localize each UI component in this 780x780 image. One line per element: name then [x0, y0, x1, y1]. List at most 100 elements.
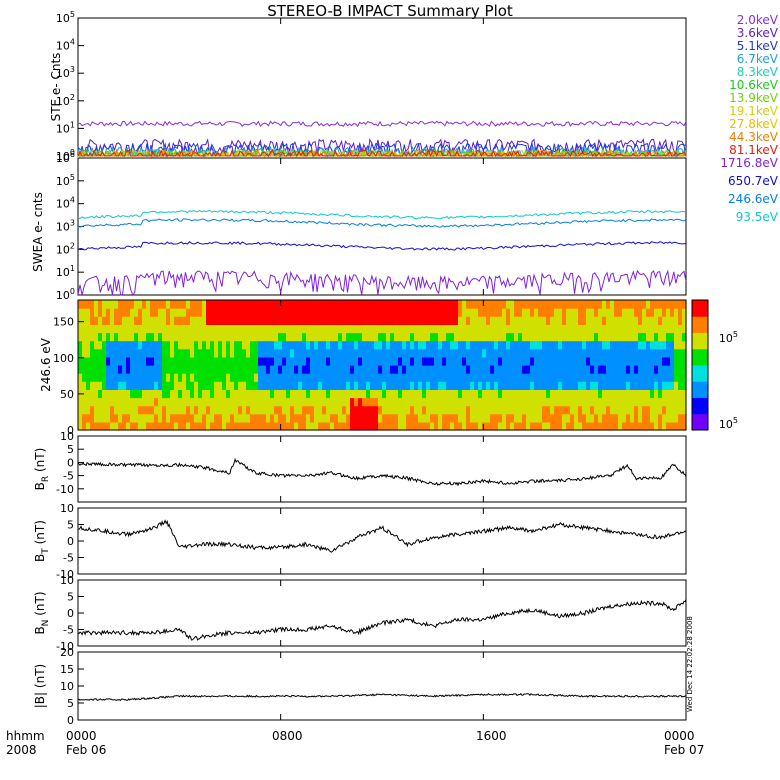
heatmap-cell [194, 389, 199, 399]
heatmap-ytick-2: 100 [53, 352, 74, 365]
heatmap-cell [586, 381, 591, 390]
heatmap-cell [654, 389, 659, 399]
heatmap-cell [118, 332, 123, 342]
heatmap-cell [98, 405, 103, 415]
heatmap-cell [158, 365, 163, 374]
heatmap-cell [102, 316, 107, 325]
heatmap-cell [406, 373, 411, 382]
heatmap-cell [422, 348, 427, 358]
heatmap-cell [214, 324, 219, 334]
heatmap-cell [594, 348, 599, 358]
heatmap-cell [94, 340, 99, 350]
heatmap-cell [298, 405, 303, 415]
heatmap-cell [658, 397, 663, 407]
heatmap-cell [366, 332, 371, 342]
heatmap-cell [162, 421, 167, 431]
heatmap-cell [406, 413, 411, 423]
heatmap-cell [214, 300, 219, 309]
heatmap-cell [570, 381, 575, 390]
heatmap-cell [330, 324, 335, 334]
heatmap-cell [338, 356, 343, 366]
heatmap-cell [378, 413, 383, 423]
heatmap-cell [230, 405, 235, 415]
heatmap-cell [446, 308, 451, 317]
heatmap-cell [458, 381, 463, 390]
heatmap-cell [590, 332, 595, 342]
heatmap-cell [494, 389, 499, 399]
heatmap-cell [342, 316, 347, 325]
heatmap-cell [634, 405, 639, 415]
heatmap-cell [346, 316, 351, 325]
heatmap-cell [438, 308, 443, 317]
heatmap-cell [318, 340, 323, 350]
heatmap-cell [390, 413, 395, 423]
heatmap-cell [314, 340, 319, 350]
heatmap-cell [538, 421, 543, 431]
heatmap-cell [178, 308, 183, 317]
heatmap-cell [374, 381, 379, 390]
heatmap-cell [170, 308, 175, 317]
heatmap-cell [138, 340, 143, 350]
heatmap-cell [186, 405, 191, 415]
heatmap-cell [510, 389, 515, 399]
heatmap-cell [134, 308, 139, 317]
heatmap-cell [558, 300, 563, 309]
heatmap-cell [414, 389, 419, 399]
bn-ytick-2: 0 [67, 607, 74, 620]
heatmap-cell [414, 332, 419, 342]
heatmap-cell [566, 389, 571, 399]
heatmap-cell [670, 373, 675, 382]
heatmap-cell [202, 421, 207, 431]
heatmap-cell [662, 308, 667, 317]
heatmap-cell [494, 405, 499, 415]
heatmap-cell [578, 308, 583, 317]
heatmap-cell [610, 405, 615, 415]
heatmap-cell [574, 381, 579, 390]
heatmap-cell [298, 397, 303, 407]
heatmap-cell [94, 389, 99, 399]
heatmap-cell [654, 348, 659, 358]
heatmap-cell [262, 324, 267, 334]
heatmap-cell [626, 340, 631, 350]
ste-ytick-2: 102 [56, 93, 75, 108]
heatmap-cell [298, 324, 303, 334]
heatmap-cell [414, 348, 419, 358]
heatmap-cell [578, 365, 583, 374]
heatmap-cell [210, 308, 215, 317]
heatmap-cell [526, 421, 531, 431]
heatmap-cell [546, 356, 551, 366]
heatmap-cell [630, 332, 635, 342]
heatmap-cell [350, 389, 355, 399]
heatmap-cell [582, 389, 587, 399]
heatmap-cell [302, 373, 307, 382]
heatmap-cell [350, 365, 355, 374]
heatmap-cell [430, 332, 435, 342]
heatmap-cell [134, 316, 139, 325]
heatmap-cell [146, 389, 151, 399]
heatmap-cell [486, 405, 491, 415]
heatmap-cell [202, 373, 207, 382]
ste-legend-item: 6.7keV [736, 52, 778, 66]
heatmap-cell [654, 413, 659, 423]
heatmap-cell [166, 300, 171, 309]
heatmap-cell [170, 405, 175, 415]
heatmap-cell [630, 300, 635, 309]
heatmap-cell [322, 348, 327, 358]
heatmap-cell [326, 405, 331, 415]
heatmap-cell [170, 365, 175, 374]
heatmap-cell [178, 413, 183, 423]
heatmap-cell [430, 356, 435, 366]
heatmap-cell [614, 365, 619, 374]
heatmap-cell [354, 324, 359, 334]
heatmap-cell [522, 381, 527, 390]
heatmap-cell [326, 356, 331, 366]
heatmap-cell [286, 397, 291, 407]
heatmap-cell [494, 381, 499, 390]
heatmap-cell [570, 405, 575, 415]
heatmap-cell [422, 332, 427, 342]
heatmap-cell [266, 308, 271, 317]
heatmap-cell [650, 405, 655, 415]
heatmap-cell [406, 356, 411, 366]
heatmap-cell [166, 365, 171, 374]
heatmap-cell [290, 421, 295, 431]
